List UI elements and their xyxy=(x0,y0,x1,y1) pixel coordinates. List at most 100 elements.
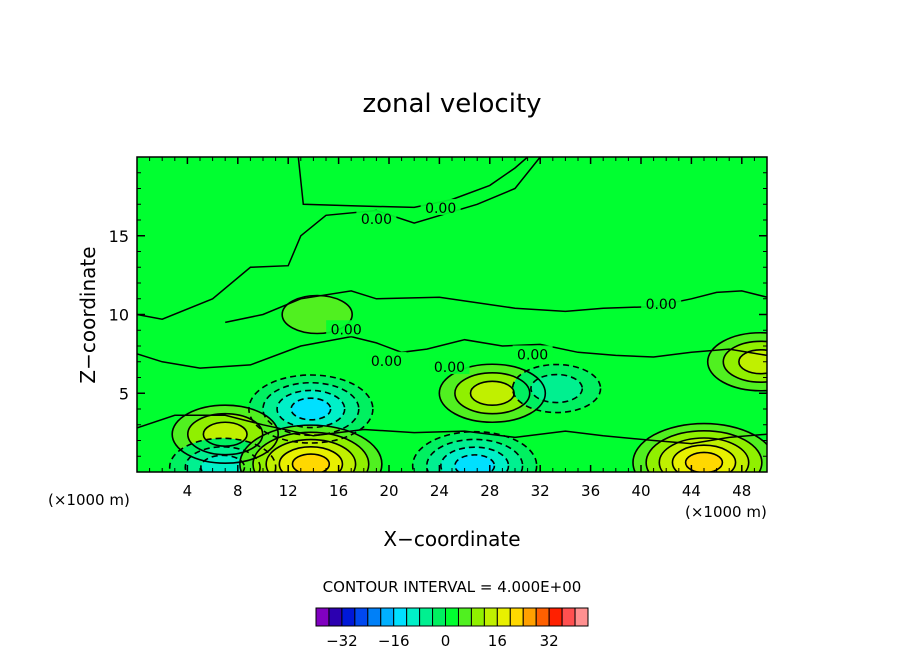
contour-line xyxy=(632,422,767,472)
colorbar-swatch xyxy=(445,607,459,627)
colorbar-swatch xyxy=(393,607,408,627)
contour-label: 0.00 xyxy=(356,210,397,228)
contour-line xyxy=(645,429,763,472)
zero-contour-line xyxy=(137,335,767,369)
contour-label-text: 0.00 xyxy=(371,354,402,370)
contour-line xyxy=(454,454,496,472)
contour-label-text: 0.00 xyxy=(425,201,456,217)
contour-line xyxy=(440,446,510,472)
contour-line xyxy=(265,438,357,472)
contour-line xyxy=(454,371,531,415)
contour-label: 0.00 xyxy=(420,198,461,217)
contour-label: 0.00 xyxy=(641,295,682,313)
contour-interval-label: CONTOUR INTERVAL = 4.000E+00 xyxy=(323,578,582,596)
contour-line xyxy=(262,381,360,437)
x-tick-label: 28 xyxy=(480,482,499,500)
contour-label-text: 0.00 xyxy=(434,360,465,376)
contour-label-text: 0.00 xyxy=(331,322,362,338)
contour-label: 0.00 xyxy=(366,351,407,370)
contour-band xyxy=(291,398,331,420)
contour-line xyxy=(239,424,383,472)
colorbar-swatch xyxy=(380,607,395,627)
colorbar xyxy=(315,607,589,627)
zero-contour-line xyxy=(137,414,767,445)
contour-line xyxy=(276,389,346,429)
colorbar-swatch xyxy=(367,607,382,627)
contour-line xyxy=(248,374,374,444)
contour-label: 0.00 xyxy=(326,320,367,338)
zero-contour-line xyxy=(225,290,767,324)
contour-line xyxy=(706,331,767,392)
x-tick-label: 40 xyxy=(631,482,650,500)
colorbar-swatch xyxy=(315,607,330,627)
contour-line xyxy=(171,404,279,465)
contour-line xyxy=(671,444,737,472)
contour-field xyxy=(137,157,767,472)
colorbar-swatch xyxy=(419,607,434,627)
colorbar-swatch xyxy=(574,607,589,627)
contour-label: 0.00 xyxy=(512,345,553,363)
contour-line xyxy=(438,363,547,424)
x-tick-label: 36 xyxy=(581,482,600,500)
x-tick-label: 4 xyxy=(183,482,193,500)
colorbar-swatch xyxy=(522,607,537,627)
chart-title: zonal velocity xyxy=(362,89,541,119)
contour-line xyxy=(278,445,344,472)
x-tick-label: 32 xyxy=(531,482,550,500)
contour-line xyxy=(425,438,524,472)
colorbar-tick-label: 32 xyxy=(540,632,559,650)
contour-line xyxy=(168,437,277,472)
colorbar-tick-label: 0 xyxy=(441,632,451,650)
colorbar-swatch xyxy=(535,607,550,627)
colorbar-swatch xyxy=(548,607,563,627)
x-unit-right: (×1000 m) xyxy=(685,503,767,521)
contour-band xyxy=(454,454,495,472)
x-tick-label: 8 xyxy=(233,482,243,500)
y-tick-label: 15 xyxy=(109,227,129,246)
contour-label-text: 0.00 xyxy=(361,212,392,228)
contour-line xyxy=(291,453,331,472)
colorbar-swatch xyxy=(509,607,524,627)
contour-band xyxy=(470,381,515,406)
x-unit-left: (×1000 m) xyxy=(48,491,130,509)
colorbar-tick-label: 16 xyxy=(488,632,507,650)
contour-line xyxy=(200,454,246,472)
contour-label-text: 0.00 xyxy=(646,297,677,313)
contour-lines xyxy=(137,157,767,472)
colorbar-swatch xyxy=(496,607,511,627)
x-tick-label: 24 xyxy=(430,482,449,500)
colorbar-swatch xyxy=(341,607,356,627)
colorbar-tick-label: −16 xyxy=(378,632,410,650)
contour-label-text: 0.00 xyxy=(517,347,548,363)
y-tick-label: 10 xyxy=(109,306,129,325)
contour-line xyxy=(252,431,370,472)
x-axis-label: X−coordinate xyxy=(383,527,520,551)
colorbar-swatch xyxy=(354,607,369,627)
colorbar-swatch xyxy=(457,607,472,627)
colorbar-tick-label: −32 xyxy=(326,632,358,650)
contour-band xyxy=(292,454,330,472)
y-axis-ticks: 5 10 15 xyxy=(109,172,767,457)
x-tick-label: 12 xyxy=(279,482,298,500)
zero-contour-line xyxy=(137,157,541,320)
y-axis-label: Z−coordinate xyxy=(76,246,100,383)
colorbar-swatch xyxy=(483,607,498,627)
contour-line xyxy=(658,437,750,472)
contour-band xyxy=(738,349,767,374)
contour-line xyxy=(184,446,261,472)
colorbar-swatch xyxy=(470,607,485,627)
colorbar-swatch xyxy=(406,607,421,627)
x-tick-label: 16 xyxy=(329,482,348,500)
y-tick-label: 5 xyxy=(119,384,129,403)
contour-line xyxy=(530,373,584,404)
contour-label: 0.00 xyxy=(429,358,470,376)
contour-line xyxy=(684,451,724,472)
colorbar-swatch xyxy=(432,607,447,627)
contour-line xyxy=(738,349,767,375)
contour-line xyxy=(511,363,602,414)
colorbar-swatch xyxy=(328,607,343,627)
colorbar-swatch xyxy=(561,607,576,627)
contour-band xyxy=(530,374,583,403)
x-tick-label: 48 xyxy=(732,482,751,500)
